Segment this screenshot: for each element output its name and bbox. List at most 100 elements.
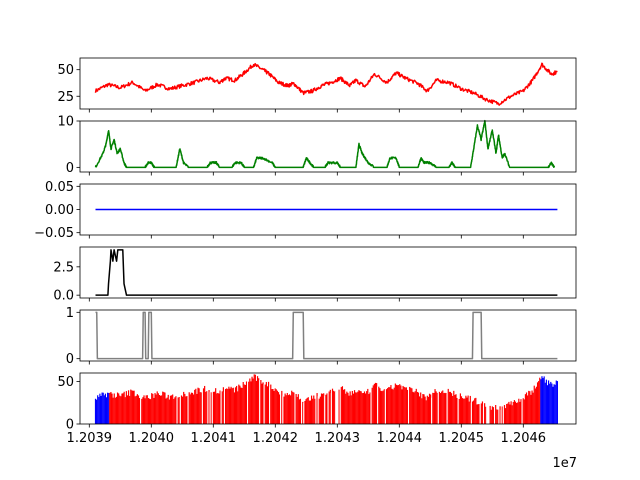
bar-mark — [291, 390, 293, 424]
bar-mark — [183, 391, 185, 424]
bar-mark — [513, 400, 516, 424]
bar-mark — [259, 380, 261, 424]
bar-mark — [346, 391, 348, 424]
bar-mark — [516, 403, 518, 424]
bar-mark — [531, 390, 533, 424]
bar-mark — [134, 396, 136, 424]
bar-mark — [489, 405, 491, 424]
bar-mark — [484, 403, 486, 424]
bar-mark — [460, 396, 463, 424]
bar-mark — [539, 377, 541, 424]
bar-mark — [361, 393, 363, 424]
bar-mark — [118, 393, 120, 424]
bar-mark — [219, 390, 221, 424]
bar-mark — [233, 392, 235, 424]
bar-mark — [312, 398, 314, 424]
bar-mark — [520, 399, 522, 424]
bar-mark — [275, 389, 277, 424]
bar-mark — [456, 397, 458, 424]
bar-mark — [298, 399, 301, 424]
bar-mark — [222, 387, 224, 424]
bar-mark — [501, 406, 503, 424]
bar-mark — [512, 401, 514, 424]
axes-frame — [79, 246, 577, 299]
bar-mark — [221, 391, 223, 424]
bar-mark — [546, 385, 549, 424]
bar-mark — [498, 409, 500, 424]
bar-mark — [486, 403, 488, 424]
bar-mark — [423, 394, 425, 424]
bar-mark — [337, 387, 339, 424]
bar-mark — [414, 391, 416, 424]
bar-mark — [474, 398, 476, 424]
bar-mark — [110, 391, 112, 424]
bar-mark — [399, 384, 401, 424]
bar-mark — [315, 395, 317, 424]
bar-mark — [509, 404, 511, 424]
bar-mark — [242, 382, 244, 424]
bar-mark — [184, 393, 186, 424]
bar-mark — [495, 405, 497, 424]
bar-mark — [112, 397, 114, 424]
bar-mark — [441, 391, 443, 424]
bar-mark — [168, 399, 170, 424]
bar-mark — [97, 395, 99, 424]
bar-mark — [480, 403, 482, 424]
bar-mark — [137, 395, 140, 424]
bar-mark — [273, 390, 275, 424]
bar-mark — [174, 397, 176, 424]
bar-mark — [116, 392, 119, 424]
bar-mark — [102, 392, 104, 424]
bar-mark — [330, 393, 333, 424]
bar-mark — [471, 401, 474, 424]
bar-mark — [544, 382, 546, 424]
bar-mark — [377, 386, 379, 424]
bar-mark — [465, 395, 467, 424]
bar-mark — [431, 397, 433, 424]
bar-mark — [529, 391, 531, 424]
bar-mark — [398, 385, 400, 424]
bar-mark — [158, 395, 161, 424]
bar-mark — [270, 384, 272, 424]
bar-mark — [197, 387, 199, 424]
y-tick-label: 0 — [66, 352, 74, 367]
bar-mark — [122, 393, 124, 424]
y-tick-label: 25 — [57, 90, 74, 105]
bar-mark — [228, 386, 230, 424]
bar-mark — [453, 390, 455, 424]
bar-mark — [499, 406, 501, 424]
bar-mark — [402, 385, 404, 424]
bar-mark — [279, 394, 281, 424]
x-tick-label: 1.2045 — [439, 431, 485, 446]
bar-mark — [237, 391, 239, 424]
bar-mark — [146, 395, 148, 424]
bar-mark — [185, 396, 187, 424]
bar-mark — [487, 407, 489, 424]
bar-mark — [394, 383, 396, 424]
bar-mark — [307, 397, 309, 424]
bar-mark — [133, 390, 135, 424]
bar-mark — [114, 397, 116, 424]
x-tick-label: 1.2044 — [377, 431, 423, 446]
bar-mark — [247, 380, 249, 424]
bar-mark — [392, 389, 394, 424]
bar-mark — [161, 395, 163, 424]
bar-mark — [293, 392, 295, 424]
bar-mark — [256, 376, 259, 424]
axes-frame — [79, 309, 577, 362]
bar-mark — [216, 393, 218, 424]
bar-mark — [241, 387, 243, 424]
bar-mark — [310, 395, 313, 424]
bar-mark — [304, 400, 306, 424]
bar-mark — [491, 406, 493, 424]
bar-mark — [404, 387, 406, 424]
bar-mark — [445, 393, 447, 424]
bar-mark — [217, 393, 219, 424]
y-tick-label: 0.0 — [53, 289, 74, 304]
bar-mark — [269, 387, 271, 424]
bar-mark — [532, 392, 534, 424]
panel-4: 0.0 2.5 — [53, 246, 577, 304]
bar-mark — [351, 390, 353, 424]
bar-mark — [438, 391, 441, 424]
bar-mark — [421, 398, 423, 424]
